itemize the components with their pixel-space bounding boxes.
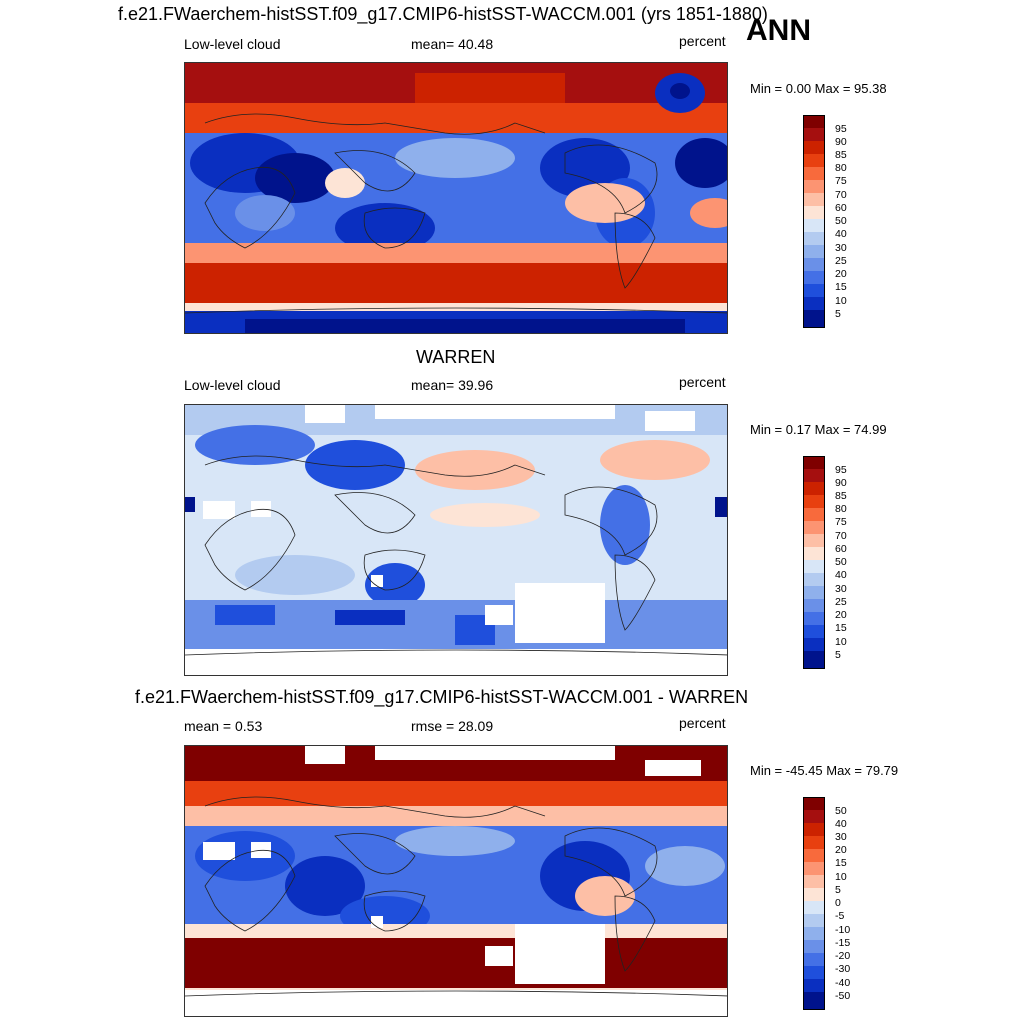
panel2-colorbar-label: 70 [835, 530, 847, 542]
panel1-colorbar-label: 70 [835, 189, 847, 201]
panel3-colorbar-label: -5 [835, 910, 845, 922]
panel1-colorbar-label: 80 [835, 162, 847, 174]
panel2-units-label: percent [679, 374, 726, 390]
panel1-colorbar-label: 5 [835, 308, 841, 320]
panel2-colorbar-label: 60 [835, 543, 847, 555]
panel3-units-label: percent [679, 715, 726, 731]
panel3-colorbar-label: -40 [835, 977, 851, 989]
panel3-colorbar-label: 15 [835, 857, 847, 869]
panel2-colorbar-label: 5 [835, 649, 841, 661]
panel2-colorbar-label: 40 [835, 569, 847, 581]
panel3-colorbar-label: 10 [835, 871, 847, 883]
panel2-colorbar-label: 80 [835, 503, 847, 515]
panel3-colorbar-label: -20 [835, 950, 851, 962]
panel2-colorbar-label: 15 [835, 622, 847, 634]
panel3-mean-label: mean = 0.53 [184, 718, 263, 734]
panel2-title: WARREN [416, 347, 496, 367]
panel2-colorbar-label: 20 [835, 609, 847, 621]
panel2-colorbar-label: 95 [835, 464, 847, 476]
panel1-minmax: Min = 0.00 Max = 95.38 [750, 81, 887, 96]
panel3-colorbar-label: -30 [835, 963, 851, 975]
panel3-title: f.e21.FWaerchem-histSST.f09_g17.CMIP6-hi… [135, 687, 749, 707]
panel1-variable-label: Low-level cloud [184, 36, 281, 52]
panel2-colorbar-label: 90 [835, 477, 847, 489]
panel2-minmax: Min = 0.17 Max = 74.99 [750, 422, 887, 437]
panel1-colorbar-label: 50 [835, 215, 847, 227]
panel2-variable-label: Low-level cloud [184, 377, 281, 393]
panel1-colorbar-label: 95 [835, 123, 847, 135]
panel3-minmax: Min = -45.45 Max = 79.79 [750, 763, 899, 778]
panel2-mean-label: mean= 39.96 [411, 377, 494, 393]
panel2-colorbar-label: 30 [835, 583, 847, 595]
panel2-map [184, 404, 728, 676]
panel3-colorbar-label: 50 [835, 805, 847, 817]
panel3-colorbar-label: -15 [835, 937, 851, 949]
panel1-map [184, 62, 728, 334]
panel1-colorbar-label: 20 [835, 268, 847, 280]
panel1-colorbar-label: 25 [835, 255, 847, 267]
panel1-colorbar-label: 90 [835, 136, 847, 148]
panel3-rmse-label: rmse = 28.09 [411, 718, 494, 734]
panel1-colorbar-label: 75 [835, 175, 847, 187]
panel3-colorbar-label: -50 [835, 990, 851, 1002]
panel2-colorbar-label: 25 [835, 596, 847, 608]
panel2-colorbar-label: 10 [835, 636, 847, 648]
panel3-map [184, 745, 728, 1017]
panel3-colorbar-label: 5 [835, 884, 841, 896]
panel1-colorbar-label: 60 [835, 202, 847, 214]
panel3-colorbar-label: 40 [835, 818, 847, 830]
panel1-colorbar-label: 15 [835, 281, 847, 293]
panel1-colorbar-label: 85 [835, 149, 847, 161]
panel3-colorbar-label: 0 [835, 897, 841, 909]
panel1-colorbar-label: 40 [835, 228, 847, 240]
season-annotation: ANN [746, 14, 811, 47]
panel1-mean-label: mean= 40.48 [411, 36, 494, 52]
panel3-colorbar-label: -10 [835, 924, 851, 936]
panel3-colorbar-label: 30 [835, 831, 847, 843]
panel2-colorbar-label: 75 [835, 516, 847, 528]
panel1-colorbar-label: 30 [835, 242, 847, 254]
panel2-colorbar-label: 85 [835, 490, 847, 502]
panel2-colorbar-label: 50 [835, 556, 847, 568]
panel1-title: f.e21.FWaerchem-histSST.f09_g17.CMIP6-hi… [118, 4, 768, 24]
panel1-units-label: percent [679, 33, 726, 49]
panel3-colorbar-label: 20 [835, 844, 847, 856]
panel1-colorbar-label: 10 [835, 295, 847, 307]
